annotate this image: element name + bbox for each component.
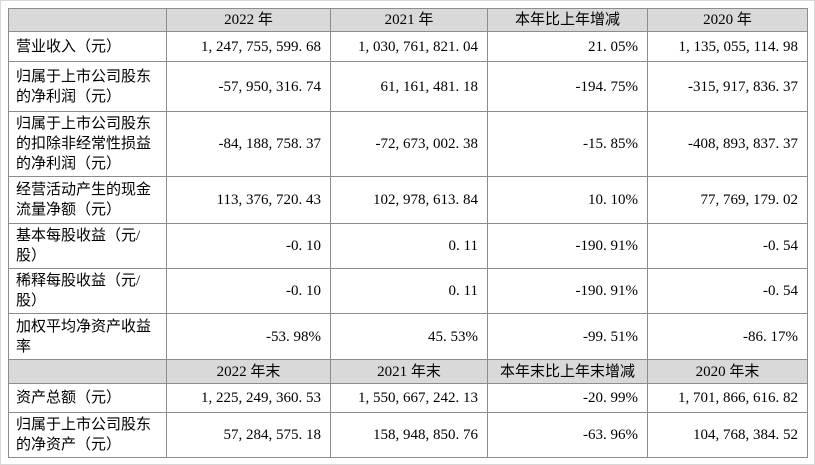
value-2020-cell: -0. 54 — [647, 268, 808, 314]
table-row-net-profit-excl-nonrecurring: 归属于上市公司股东的扣除非经常性损益的净利润（元） -84, 188, 758.… — [8, 111, 808, 177]
row-label: 营业收入（元） — [8, 31, 167, 62]
table-row-net-profit: 归属于上市公司股东的净利润（元） -57, 950, 316. 74 61, 1… — [8, 61, 808, 112]
value-2020-cell: 1, 701, 866, 616. 82 — [647, 383, 808, 413]
change-cell: -194. 75% — [487, 61, 648, 112]
value-2022-cell: -84, 188, 758. 37 — [166, 111, 331, 177]
col-header-2021-year-end: 2021 年末 — [330, 359, 488, 384]
value-2021-cell: -72, 673, 002. 38 — [330, 111, 488, 177]
table-row-total-assets: 资产总额（元） 1, 225, 249, 360. 53 1, 550, 667… — [8, 383, 808, 413]
change-cell: -15. 85% — [487, 111, 648, 177]
row-label: 经营活动产生的现金流量净额（元） — [8, 176, 167, 224]
corner-cell — [8, 359, 167, 384]
col-header-2022-year-end: 2022 年末 — [166, 359, 331, 384]
change-cell: -20. 99% — [487, 383, 648, 413]
col-header-2021: 2021 年 — [330, 8, 488, 32]
table-row-operating-cash-flow: 经营活动产生的现金流量净额（元） 113, 376, 720. 43 102, … — [8, 176, 808, 224]
row-label: 归属于上市公司股东的净资产（元） — [8, 412, 167, 458]
financial-summary-table: 2022 年 2021 年 本年比上年增减 2020 年 营业收入（元） 1, … — [8, 8, 808, 458]
change-cell: -190. 91% — [487, 223, 648, 269]
value-2021-cell: 0. 11 — [330, 223, 488, 269]
row-label: 资产总额（元） — [8, 383, 167, 413]
value-2020-cell: 1, 135, 055, 114. 98 — [647, 31, 808, 62]
value-2022-cell: -57, 950, 316. 74 — [166, 61, 331, 112]
value-2022-cell: 1, 225, 249, 360. 53 — [166, 383, 331, 413]
year-end-header-row: 2022 年末 2021 年末 本年末比上年末增减 2020 年末 — [8, 359, 808, 384]
value-2022-cell: 113, 376, 720. 43 — [166, 176, 331, 224]
value-2021-cell: 158, 948, 850. 76 — [330, 412, 488, 458]
row-label: 加权平均净资产收益率 — [8, 313, 167, 360]
table-row-net-assets: 归属于上市公司股东的净资产（元） 57, 284, 575. 18 158, 9… — [8, 412, 808, 458]
value-2020-cell: -0. 54 — [647, 223, 808, 269]
row-label: 稀释每股收益（元/股） — [8, 268, 167, 314]
value-2022-cell: -53. 98% — [166, 313, 331, 360]
value-2022-cell: -0. 10 — [166, 223, 331, 269]
value-2020-cell: -408, 893, 837. 37 — [647, 111, 808, 177]
value-2020-cell: -315, 917, 836. 37 — [647, 61, 808, 112]
value-2022-cell: 1, 247, 755, 599. 68 — [166, 31, 331, 62]
value-2021-cell: 45. 53% — [330, 313, 488, 360]
corner-cell — [8, 8, 167, 32]
value-2021-cell: 1, 030, 761, 821. 04 — [330, 31, 488, 62]
value-2020-cell: 77, 769, 179. 02 — [647, 176, 808, 224]
change-cell: 21. 05% — [487, 31, 648, 62]
row-label: 归属于上市公司股东的扣除非经常性损益的净利润（元） — [8, 111, 167, 177]
table-row-weighted-avg-roe: 加权平均净资产收益率 -53. 98% 45. 53% -99. 51% -86… — [8, 313, 808, 360]
annual-header-row: 2022 年 2021 年 本年比上年增减 2020 年 — [8, 8, 808, 32]
change-cell: -99. 51% — [487, 313, 648, 360]
row-label: 基本每股收益（元/股） — [8, 223, 167, 269]
value-2021-cell: 61, 161, 481. 18 — [330, 61, 488, 112]
value-2020-cell: -86. 17% — [647, 313, 808, 360]
table-row-basic-eps: 基本每股收益（元/股） -0. 10 0. 11 -190. 91% -0. 5… — [8, 223, 808, 269]
table-row-diluted-eps: 稀释每股收益（元/股） -0. 10 0. 11 -190. 91% -0. 5… — [8, 268, 808, 314]
col-header-yoy-change: 本年比上年增减 — [487, 8, 648, 32]
value-2021-cell: 102, 978, 613. 84 — [330, 176, 488, 224]
value-2021-cell: 0. 11 — [330, 268, 488, 314]
row-label: 归属于上市公司股东的净利润（元） — [8, 61, 167, 112]
change-cell: -190. 91% — [487, 268, 648, 314]
col-header-year-end-change: 本年末比上年末增减 — [487, 359, 648, 384]
col-header-2020: 2020 年 — [647, 8, 808, 32]
value-2022-cell: -0. 10 — [166, 268, 331, 314]
change-cell: 10. 10% — [487, 176, 648, 224]
col-header-2020-year-end: 2020 年末 — [647, 359, 808, 384]
table-row-revenue: 营业收入（元） 1, 247, 755, 599. 68 1, 030, 761… — [8, 31, 808, 62]
value-2022-cell: 57, 284, 575. 18 — [166, 412, 331, 458]
change-cell: -63. 96% — [487, 412, 648, 458]
value-2021-cell: 1, 550, 667, 242. 13 — [330, 383, 488, 413]
value-2020-cell: 104, 768, 384. 52 — [647, 412, 808, 458]
col-header-2022: 2022 年 — [166, 8, 331, 32]
